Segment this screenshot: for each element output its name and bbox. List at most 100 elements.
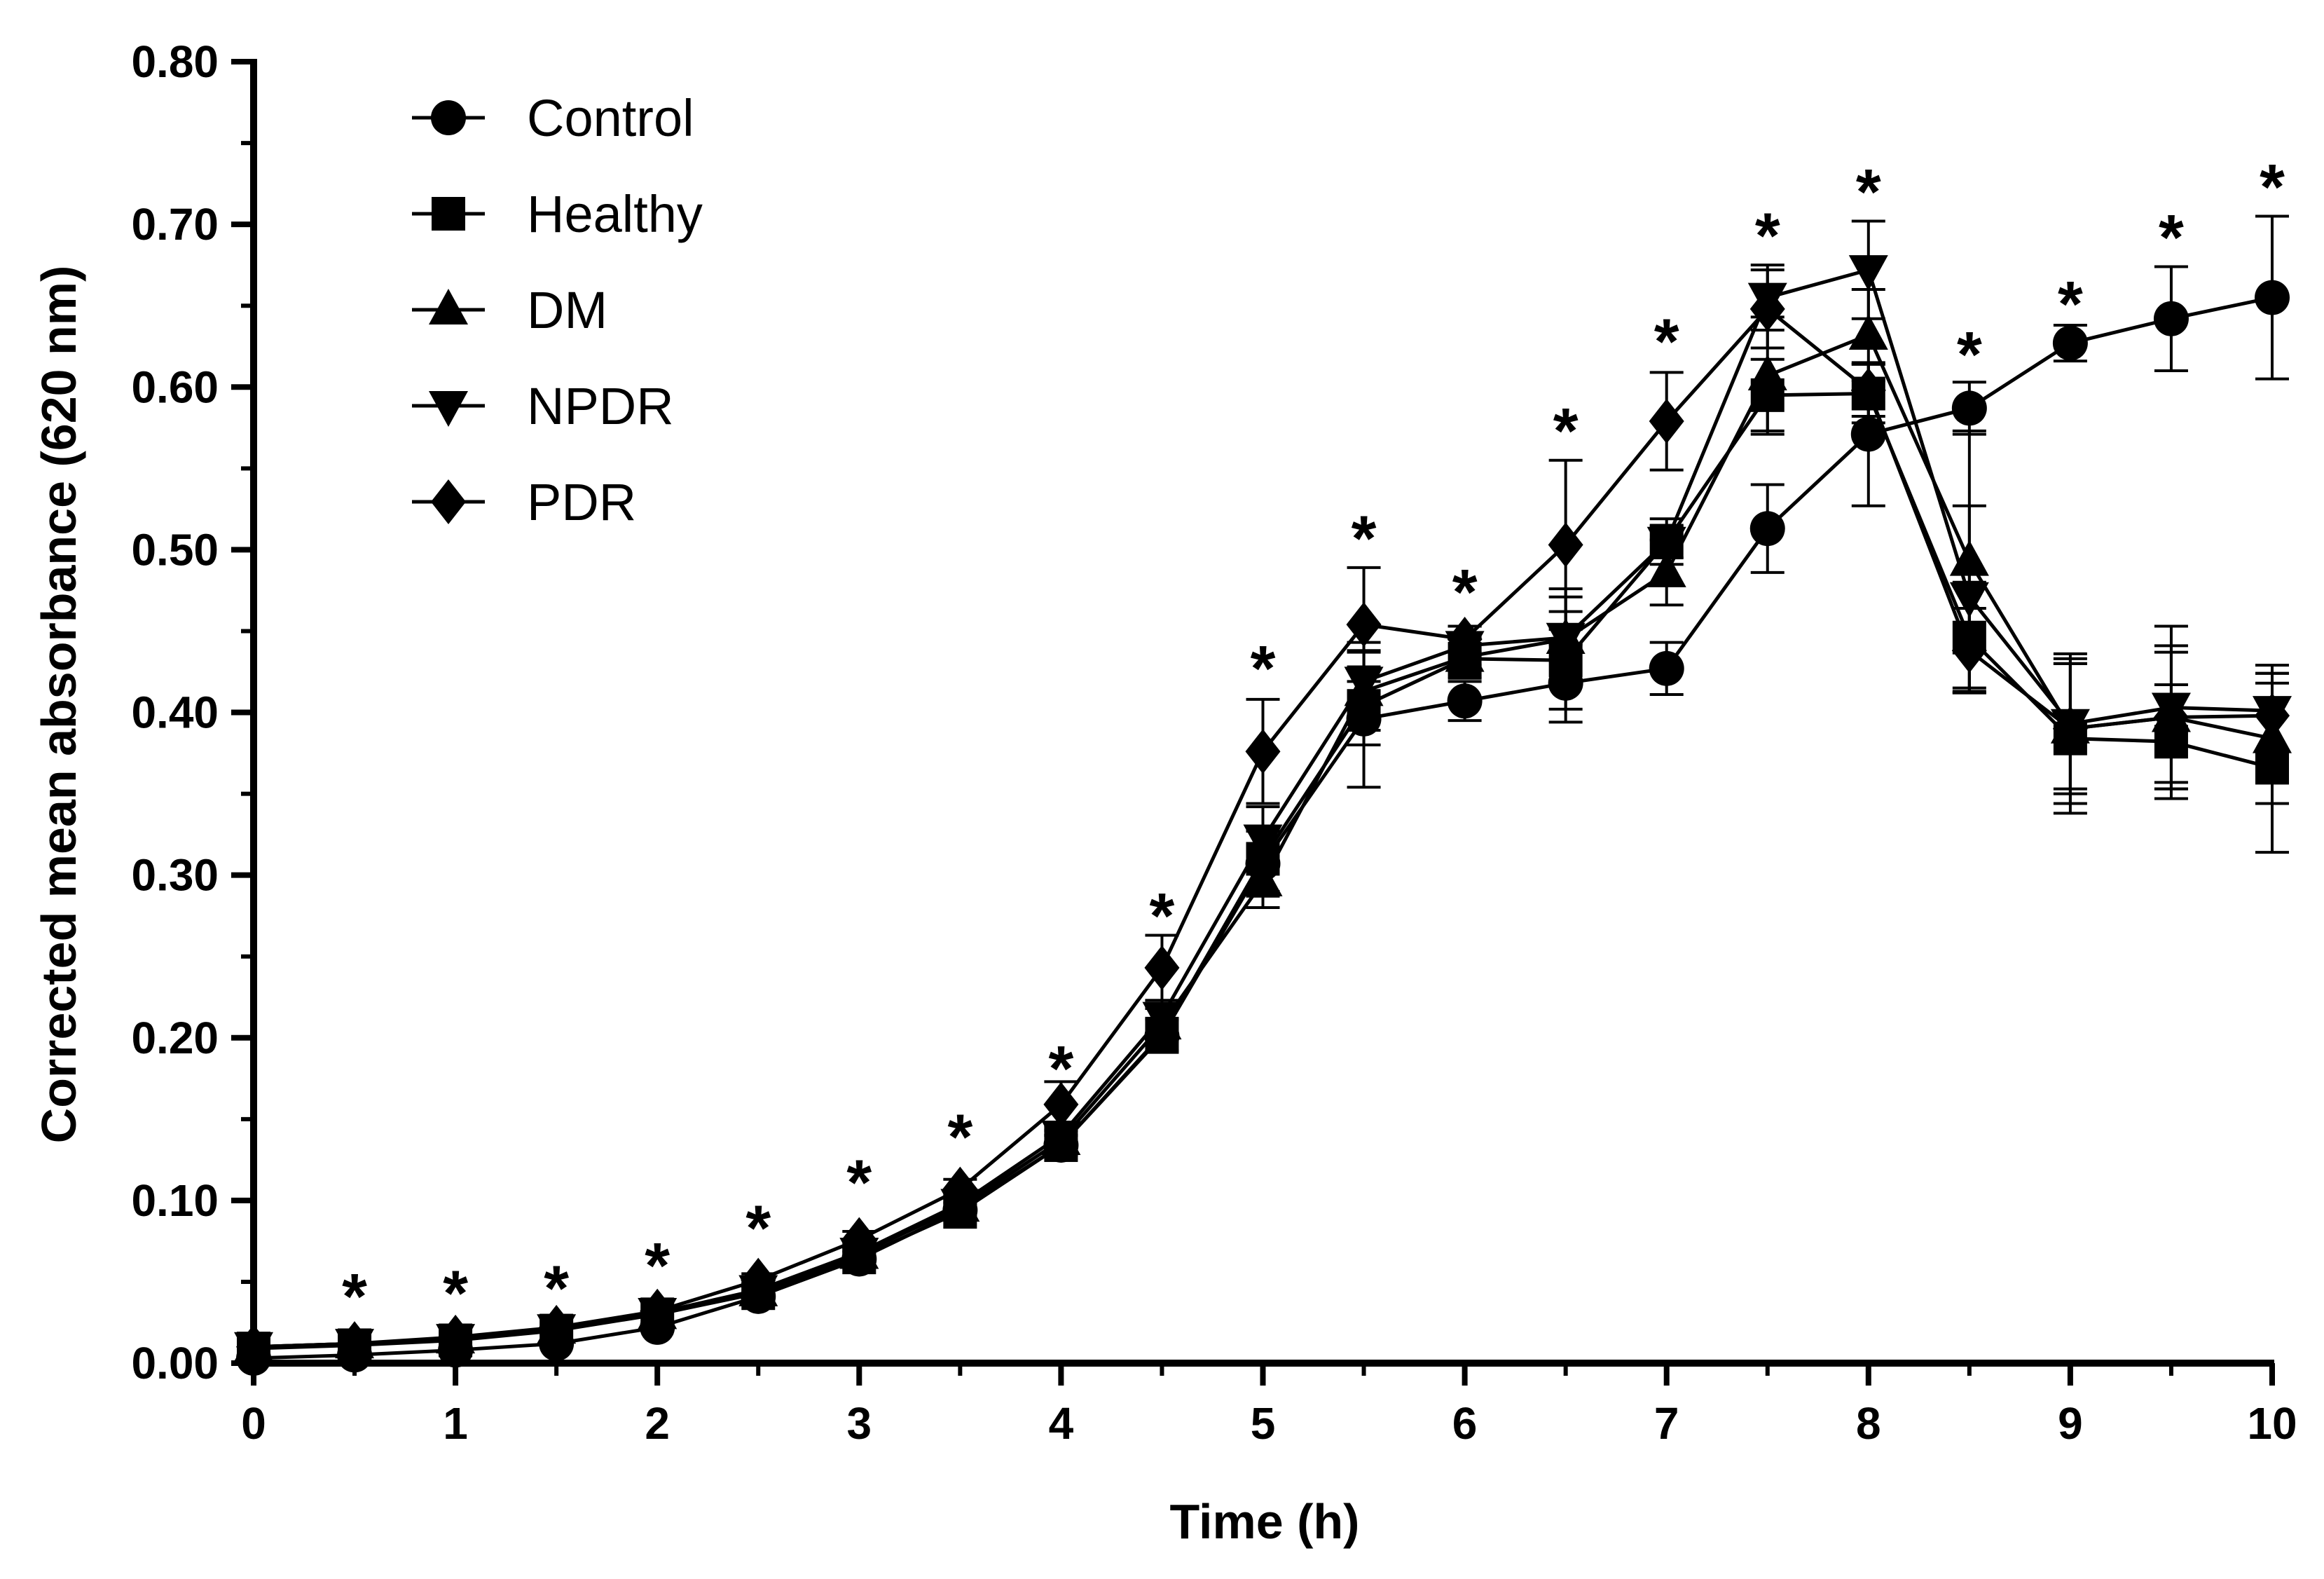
legend-marker-pdr bbox=[431, 479, 466, 524]
significance-asterisk: * bbox=[1755, 200, 1780, 272]
significance-asterisk: * bbox=[745, 1193, 771, 1264]
x-tick-label: 10 bbox=[2247, 1398, 2297, 1449]
y-tick-label: 0.70 bbox=[131, 199, 219, 250]
significance-asterisk: * bbox=[2159, 202, 2184, 273]
data-point-pdr bbox=[1649, 398, 1684, 444]
data-point-control bbox=[2052, 325, 2088, 361]
significance-asterisk: * bbox=[1654, 306, 1679, 378]
data-point-control bbox=[1447, 683, 1483, 719]
legend-label-pdr: PDR bbox=[527, 473, 636, 531]
data-point-control bbox=[1649, 650, 1684, 686]
legend-item-dm: DM bbox=[412, 281, 607, 339]
data-point-pdr bbox=[1749, 286, 1785, 331]
data-point-pdr bbox=[741, 1257, 776, 1303]
data-point-npdr bbox=[1848, 255, 1888, 292]
significance-asterisk: * bbox=[443, 1258, 468, 1329]
data-point-pdr bbox=[1850, 367, 1886, 413]
data-point-pdr bbox=[1043, 1081, 1079, 1127]
data-point-pdr bbox=[1447, 617, 1483, 662]
data-point-pdr bbox=[2052, 706, 2088, 751]
data-point-control bbox=[2153, 301, 2189, 336]
data-point-npdr bbox=[1142, 1002, 1182, 1038]
significance-asterisk: * bbox=[2260, 151, 2285, 223]
significance-asterisk: * bbox=[1150, 880, 1175, 952]
x-tick-label: 3 bbox=[847, 1398, 872, 1449]
x-tick-label: 2 bbox=[645, 1398, 670, 1449]
x-tick-label: 7 bbox=[1654, 1398, 1679, 1449]
data-point-dm bbox=[1848, 313, 1888, 350]
legend-label-control: Control bbox=[527, 89, 694, 147]
data-point-control bbox=[2255, 280, 2290, 315]
data-point-pdr bbox=[640, 1288, 675, 1334]
significance-asterisk: * bbox=[846, 1147, 872, 1219]
legend-marker-dm bbox=[429, 289, 468, 324]
legend-marker-control bbox=[431, 100, 466, 135]
data-point-pdr bbox=[1346, 602, 1382, 648]
x-tick-label: 6 bbox=[1452, 1398, 1478, 1449]
data-point-pdr bbox=[942, 1166, 978, 1212]
data-point-pdr bbox=[2255, 693, 2290, 739]
data-point-control bbox=[1749, 511, 1785, 547]
data-point-dm bbox=[1646, 551, 1686, 587]
significance-asterisk: * bbox=[2058, 269, 2083, 341]
data-point-pdr bbox=[1951, 628, 1987, 674]
data-point-pdr bbox=[1245, 729, 1281, 774]
legend-item-healthy: Healthy bbox=[412, 185, 703, 243]
data-point-npdr bbox=[1344, 667, 1384, 703]
data-point-npdr bbox=[1546, 622, 1586, 659]
x-tick-label: 5 bbox=[1251, 1398, 1276, 1449]
y-axis-title: Corrected mean absorbance (620 nm) bbox=[32, 266, 86, 1144]
data-point-dm bbox=[1747, 355, 1787, 391]
significance-asterisk: * bbox=[1856, 156, 1881, 228]
significance-asterisk: * bbox=[1048, 1034, 1073, 1105]
y-tick-label: 0.40 bbox=[131, 688, 219, 738]
significance-asterisk: * bbox=[1452, 556, 1478, 628]
data-point-npdr bbox=[1646, 526, 1686, 563]
y-tick-label: 0.00 bbox=[131, 1338, 219, 1388]
data-point-pdr bbox=[1548, 522, 1583, 568]
y-tick-label: 0.80 bbox=[131, 36, 219, 87]
legend-marker-npdr bbox=[429, 391, 468, 427]
significance-asterisk: * bbox=[1553, 396, 1579, 467]
y-tick-label: 0.50 bbox=[131, 524, 219, 575]
y-tick-label: 0.30 bbox=[131, 850, 219, 901]
data-point-npdr bbox=[1243, 824, 1283, 861]
significance-asterisk: * bbox=[1352, 503, 1377, 575]
data-point-dm bbox=[1243, 860, 1283, 896]
y-tick-label: 0.20 bbox=[131, 1013, 219, 1063]
significance-asterisk: * bbox=[544, 1253, 569, 1325]
data-point-control bbox=[1850, 416, 1886, 452]
x-tick-label: 9 bbox=[2058, 1398, 2083, 1449]
data-point-npdr bbox=[1041, 1121, 1081, 1157]
legend-label-healthy: Healthy bbox=[527, 185, 703, 243]
y-tick-label: 0.10 bbox=[131, 1175, 219, 1226]
significance-asterisk: * bbox=[1957, 320, 1982, 391]
y-tick-label: 0.60 bbox=[131, 362, 219, 412]
x-tick-label: 1 bbox=[443, 1398, 468, 1449]
significance-asterisk: * bbox=[342, 1262, 367, 1333]
data-point-control bbox=[1951, 390, 1987, 426]
data-point-pdr bbox=[337, 1321, 373, 1367]
legend-item-npdr: NPDR bbox=[412, 377, 674, 435]
data-point-pdr bbox=[2153, 695, 2189, 740]
significance-asterisk: * bbox=[1251, 634, 1276, 705]
legend-item-control: Control bbox=[412, 89, 694, 147]
significance-asterisk: * bbox=[645, 1230, 670, 1301]
data-point-pdr bbox=[841, 1217, 877, 1262]
legend-label-npdr: NPDR bbox=[527, 377, 674, 435]
x-tick-label: 4 bbox=[1049, 1398, 1074, 1449]
x-tick-label: 0 bbox=[241, 1398, 266, 1449]
series-pdr bbox=[236, 268, 2290, 1369]
data-point-pdr bbox=[539, 1304, 575, 1350]
significance-asterisk: * bbox=[947, 1102, 972, 1173]
data-point-pdr bbox=[1144, 945, 1180, 990]
legend-marker-healthy bbox=[432, 197, 465, 231]
data-point-pdr bbox=[438, 1314, 474, 1360]
x-tick-label: 8 bbox=[1856, 1398, 1881, 1449]
legend-item-pdr: PDR bbox=[412, 473, 636, 531]
data-point-npdr bbox=[1949, 582, 1989, 618]
legend-label-dm: DM bbox=[527, 281, 607, 339]
x-axis-title: Time (h) bbox=[1170, 1494, 1360, 1549]
